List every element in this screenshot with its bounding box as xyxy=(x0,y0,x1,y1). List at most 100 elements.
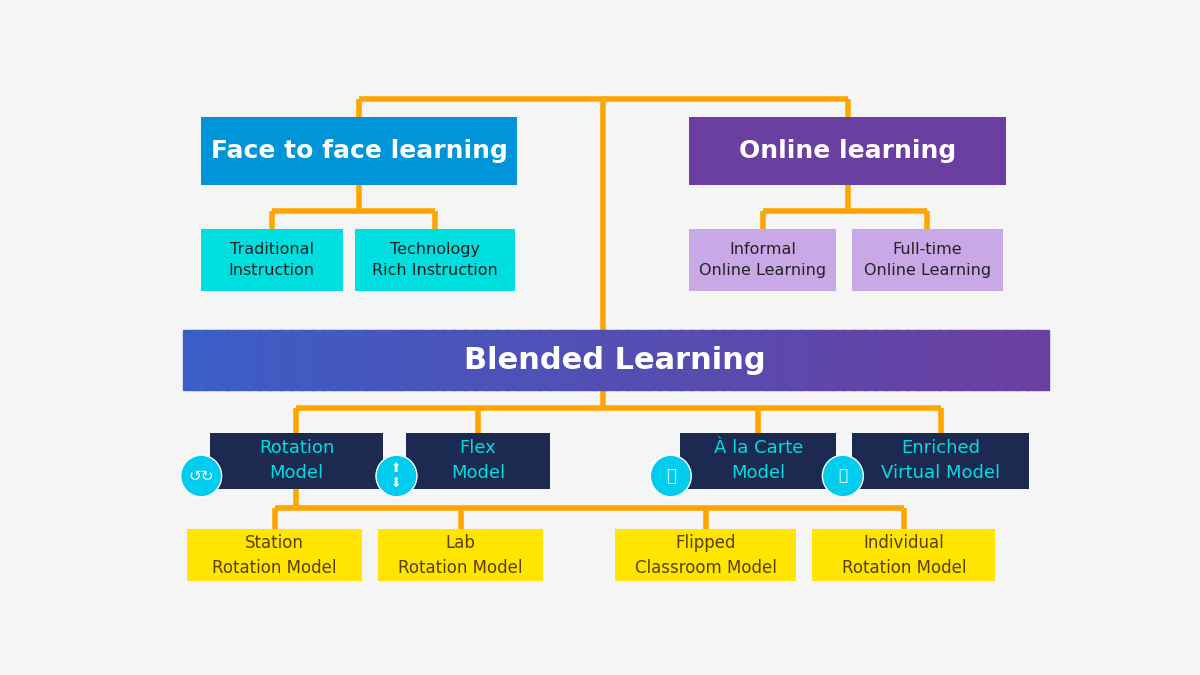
Text: Blended Learning: Blended Learning xyxy=(464,346,766,375)
Text: Informal
Online Learning: Informal Online Learning xyxy=(700,242,827,278)
Bar xyxy=(474,331,487,390)
Bar xyxy=(616,529,797,581)
Bar xyxy=(355,229,515,292)
Bar xyxy=(463,331,476,390)
Bar xyxy=(659,331,671,390)
Bar xyxy=(983,331,995,390)
Text: ↺↻: ↺↻ xyxy=(188,468,214,483)
Bar xyxy=(994,331,1006,390)
Bar xyxy=(247,331,260,390)
Bar xyxy=(593,331,606,390)
Bar xyxy=(366,331,379,390)
Text: À la Carte
Model: À la Carte Model xyxy=(714,439,803,483)
Bar xyxy=(788,331,800,390)
Bar xyxy=(689,229,836,292)
Bar xyxy=(344,331,358,390)
Bar xyxy=(812,529,995,581)
Bar xyxy=(1026,331,1038,390)
Bar xyxy=(821,331,833,390)
Bar xyxy=(875,331,887,390)
Bar xyxy=(713,331,725,390)
Bar xyxy=(406,433,550,489)
Bar xyxy=(756,331,768,390)
Bar xyxy=(571,331,584,390)
Bar xyxy=(745,331,757,390)
Bar xyxy=(810,331,822,390)
Bar xyxy=(702,331,714,390)
Bar xyxy=(528,331,541,390)
Bar xyxy=(626,331,638,390)
Bar xyxy=(778,331,790,390)
Bar xyxy=(961,331,973,390)
Bar xyxy=(616,331,628,390)
Bar xyxy=(539,331,552,390)
Text: Flex
Model: Flex Model xyxy=(451,439,505,483)
Bar xyxy=(853,331,865,390)
Bar xyxy=(940,331,952,390)
Text: Traditional
Instruction: Traditional Instruction xyxy=(229,242,314,278)
Bar xyxy=(1037,331,1049,390)
Bar xyxy=(204,331,217,390)
Text: Full-time
Online Learning: Full-time Online Learning xyxy=(864,242,991,278)
Bar xyxy=(202,229,342,292)
Bar xyxy=(388,331,401,390)
Bar xyxy=(398,331,412,390)
Bar xyxy=(193,331,206,390)
Bar xyxy=(202,117,517,185)
Bar xyxy=(452,331,466,390)
Bar xyxy=(680,433,836,489)
Bar xyxy=(734,331,746,390)
Bar xyxy=(918,331,930,390)
Bar xyxy=(517,331,530,390)
Bar xyxy=(485,331,498,390)
Bar xyxy=(378,529,544,581)
Ellipse shape xyxy=(181,455,222,497)
Text: Face to face learning: Face to face learning xyxy=(211,139,508,163)
Bar xyxy=(799,331,811,390)
Bar xyxy=(187,529,362,581)
Bar xyxy=(550,331,563,390)
Bar xyxy=(648,331,660,390)
Bar xyxy=(258,331,271,390)
Bar xyxy=(215,331,228,390)
Text: Enriched
Virtual Model: Enriched Virtual Model xyxy=(881,439,1000,483)
Bar xyxy=(582,331,595,390)
Ellipse shape xyxy=(650,455,691,497)
Bar xyxy=(355,331,368,390)
Ellipse shape xyxy=(822,455,863,497)
Bar xyxy=(832,331,844,390)
Bar xyxy=(972,331,984,390)
Bar xyxy=(409,331,422,390)
Bar xyxy=(226,331,239,390)
Text: ⬆
⬇: ⬆ ⬇ xyxy=(391,462,402,490)
Text: 👤: 👤 xyxy=(666,467,676,485)
Text: Rotation
Model: Rotation Model xyxy=(259,439,334,483)
Bar xyxy=(689,117,1006,185)
Bar xyxy=(442,331,455,390)
Bar xyxy=(907,331,919,390)
Bar xyxy=(269,331,282,390)
Bar xyxy=(680,331,692,390)
Bar xyxy=(929,331,941,390)
Text: Individual
Rotation Model: Individual Rotation Model xyxy=(841,533,966,576)
Bar xyxy=(496,331,509,390)
Text: Technology
Rich Instruction: Technology Rich Instruction xyxy=(372,242,498,278)
Bar xyxy=(842,331,854,390)
Bar xyxy=(377,331,390,390)
Bar xyxy=(950,331,962,390)
Ellipse shape xyxy=(376,455,416,497)
Text: 🖥: 🖥 xyxy=(839,468,847,483)
Bar xyxy=(852,229,1003,292)
Bar xyxy=(431,331,444,390)
Bar xyxy=(312,331,325,390)
Bar xyxy=(301,331,314,390)
Bar xyxy=(420,331,433,390)
Bar xyxy=(334,331,347,390)
Bar xyxy=(1015,331,1027,390)
Bar xyxy=(236,331,250,390)
Bar xyxy=(864,331,876,390)
Bar xyxy=(886,331,898,390)
Bar xyxy=(852,433,1028,489)
Bar xyxy=(691,331,703,390)
Bar xyxy=(210,433,383,489)
